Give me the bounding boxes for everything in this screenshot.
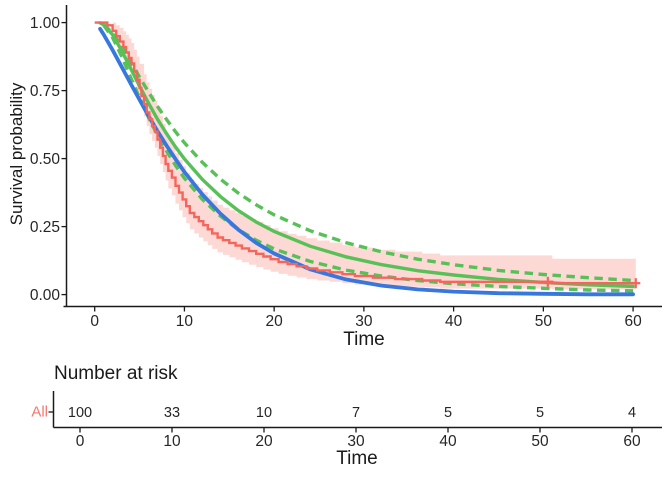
x-tick-label: 10 bbox=[176, 313, 194, 330]
x-tick-label: 0 bbox=[90, 313, 99, 330]
risk-value: 100 bbox=[68, 405, 92, 421]
risk-value: 10 bbox=[256, 405, 272, 421]
y-tick-label: 1.00 bbox=[30, 15, 61, 32]
x-tick-label: 60 bbox=[624, 313, 642, 330]
x-tick-label: 20 bbox=[266, 313, 284, 330]
parametric-fit-blue bbox=[98, 27, 635, 297]
risk-x-tick-label: 60 bbox=[623, 433, 641, 450]
risk-x-tick-label: 20 bbox=[255, 433, 273, 450]
risk-x-tick-label: 0 bbox=[76, 433, 85, 450]
km-confidence-band bbox=[94, 22, 636, 290]
risk-value: 7 bbox=[352, 405, 360, 421]
risk-row-label-all: All bbox=[31, 403, 48, 421]
risk-x-tick-label: 40 bbox=[439, 433, 457, 450]
x-axis-title: Time bbox=[343, 329, 385, 350]
y-tick-label: 0.25 bbox=[30, 219, 60, 236]
y-axis-title: Survival probability bbox=[7, 82, 26, 226]
risk-x-tick-label: 10 bbox=[163, 433, 181, 450]
risk-value: 5 bbox=[536, 405, 544, 421]
x-tick-label: 30 bbox=[355, 313, 373, 330]
x-tick-label: 50 bbox=[535, 313, 553, 330]
parametric-fit-green-upper-ci bbox=[102, 23, 634, 283]
risk-x-tick-label: 30 bbox=[347, 433, 365, 450]
risk-table-title: Number at risk bbox=[54, 363, 178, 384]
km-curve bbox=[94, 21, 636, 285]
parametric-fit-green bbox=[98, 21, 635, 289]
x-tick-label: 40 bbox=[445, 313, 463, 330]
y-tick-label: 0.00 bbox=[30, 287, 61, 304]
y-tick-label: 0.75 bbox=[30, 83, 60, 100]
risk-x-tick-label: 50 bbox=[531, 433, 549, 450]
y-tick-label: 0.50 bbox=[30, 151, 61, 168]
risk-x-axis-title: Time bbox=[336, 448, 378, 469]
risk-value: 33 bbox=[164, 405, 180, 421]
risk-value: 4 bbox=[628, 405, 636, 421]
risk-value: 5 bbox=[444, 405, 452, 421]
